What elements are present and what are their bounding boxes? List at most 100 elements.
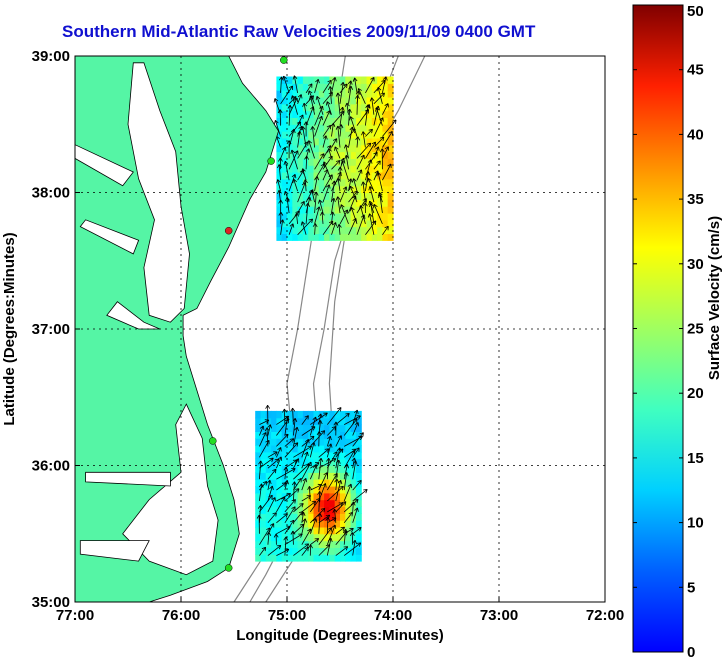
- velocity-cell: [355, 520, 362, 528]
- velocity-cell: [329, 438, 336, 446]
- velocity-cell: [302, 117, 309, 125]
- velocity-cell: [287, 451, 293, 460]
- velocity-cell: [334, 513, 341, 521]
- velocity-cell: [287, 431, 293, 439]
- velocity-cell: [340, 131, 346, 139]
- velocity-cell: [318, 533, 325, 542]
- velocity-cell: [318, 192, 325, 200]
- velocity-cell: [297, 76, 304, 84]
- velocity-cell: [334, 97, 341, 105]
- velocity-cell: [255, 465, 262, 473]
- velocity-cell: [355, 97, 362, 105]
- radar-station-marker: [224, 564, 233, 572]
- velocity-arrow: [382, 131, 393, 148]
- velocity-arrow: [369, 97, 375, 115]
- velocity-cell: [340, 492, 346, 501]
- velocity-arrow: [349, 116, 358, 137]
- velocity-cell: [308, 90, 315, 98]
- velocity-cell: [324, 533, 330, 542]
- velocity-arrow: [331, 180, 337, 203]
- velocity-cell: [329, 178, 336, 187]
- velocity-cell: [329, 117, 336, 125]
- velocity-cell: [276, 124, 283, 132]
- velocity-cell: [313, 97, 320, 105]
- velocity-cell: [340, 540, 346, 548]
- velocity-cell: [297, 540, 304, 548]
- velocity-cell: [334, 192, 341, 200]
- velocity-cell: [366, 137, 373, 146]
- velocity-cell: [324, 506, 330, 514]
- velocity-arrow: [326, 443, 333, 458]
- velocity-cell: [387, 213, 394, 221]
- velocity-cell: [340, 172, 346, 180]
- velocity-cell: [324, 431, 330, 439]
- velocity-cell: [287, 124, 293, 132]
- velocity-cell: [387, 219, 394, 228]
- bay-water-region: [106, 301, 160, 330]
- velocity-cell: [318, 117, 325, 125]
- velocity-arrow: [267, 497, 276, 513]
- velocity-cell: [271, 438, 277, 446]
- velocity-cell: [297, 213, 304, 221]
- velocity-cell: [308, 424, 315, 432]
- velocity-cell: [366, 178, 373, 187]
- velocity-arrow: [351, 457, 357, 469]
- velocity-cell: [366, 226, 373, 234]
- x-tick-label: 77:00: [56, 607, 94, 624]
- velocity-cell: [297, 219, 304, 228]
- velocity-arrow: [379, 148, 385, 170]
- velocity-cell: [255, 431, 262, 439]
- velocity-cell: [324, 520, 330, 528]
- velocity-arrow: [367, 177, 375, 192]
- velocity-cell: [287, 144, 293, 153]
- velocity-cell: [287, 417, 293, 426]
- velocity-cell: [318, 83, 325, 91]
- velocity-cell: [324, 97, 330, 105]
- velocity-cell: [265, 410, 272, 419]
- velocity-cell: [308, 185, 315, 194]
- velocity-cell: [334, 424, 341, 432]
- velocity-cell: [313, 554, 320, 562]
- velocity-cell: [318, 131, 325, 139]
- velocity-arrow: [373, 203, 383, 225]
- velocity-cell: [276, 158, 283, 166]
- velocity-cell: [313, 410, 320, 419]
- velocity-cell: [324, 103, 330, 112]
- velocity-cell: [345, 520, 352, 528]
- velocity-cell: [265, 431, 272, 439]
- velocity-cell: [345, 540, 352, 548]
- velocity-cell: [302, 178, 309, 187]
- land-mass: [74, 55, 279, 603]
- velocity-cell: [276, 172, 283, 180]
- velocity-cell: [318, 172, 325, 180]
- velocity-cell: [345, 479, 352, 487]
- velocity-cell: [382, 213, 389, 221]
- velocity-cell: [329, 431, 336, 439]
- velocity-arrow: [344, 102, 350, 115]
- velocity-cell: [276, 131, 283, 139]
- velocity-cell: [371, 124, 378, 132]
- velocity-cell: [355, 451, 362, 460]
- velocity-cell: [334, 131, 341, 139]
- velocity-cell: [382, 219, 389, 228]
- velocity-cell: [302, 410, 309, 419]
- velocity-cell: [308, 103, 315, 112]
- velocity-cell: [361, 199, 368, 207]
- velocity-arrow: [288, 173, 297, 192]
- velocity-cell: [345, 213, 352, 221]
- velocity-cell: [366, 192, 373, 200]
- velocity-cell: [308, 499, 315, 507]
- velocity-cell: [255, 479, 262, 487]
- velocity-cell: [276, 438, 283, 446]
- velocity-arrow: [322, 110, 331, 126]
- velocity-cell: [377, 131, 383, 139]
- velocity-cell: [318, 472, 325, 480]
- velocity-arrow: [340, 160, 349, 181]
- velocity-cell: [371, 178, 378, 187]
- velocity-cell: [313, 479, 320, 487]
- velocity-cell: [297, 185, 304, 194]
- velocity-cell: [345, 124, 352, 132]
- velocity-arrow: [335, 501, 347, 513]
- velocity-arrow: [297, 218, 313, 236]
- velocity-arrow: [352, 489, 368, 502]
